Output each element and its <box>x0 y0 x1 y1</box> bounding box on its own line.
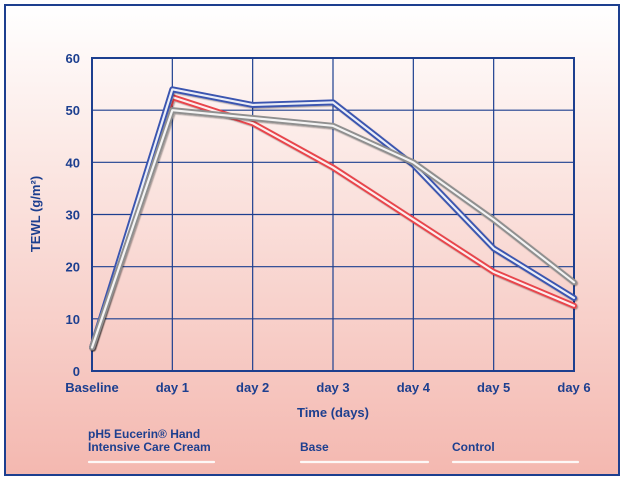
series-line-inner <box>90 109 576 349</box>
series-line-2 <box>89 86 577 351</box>
legend-label: Base <box>300 440 329 454</box>
legend-item-3: Control <box>450 440 581 465</box>
legend-label: Intensive Care Cream <box>88 440 211 454</box>
legend-label: Control <box>452 440 495 454</box>
x-axis-title: Time (days) <box>297 405 369 420</box>
x-tick-label: day 2 <box>236 380 269 395</box>
series-line-3 <box>89 107 577 351</box>
x-tick-label: day 5 <box>477 380 510 395</box>
legend-label: pH5 Eucerin® Hand <box>88 427 200 441</box>
x-tick-label: day 1 <box>156 380 189 395</box>
x-tick-label: day 3 <box>316 380 349 395</box>
x-tick-label: day 6 <box>557 380 590 395</box>
y-tick-label: 50 <box>66 103 80 118</box>
y-tick-labels: 0 10 20 30 40 50 60 <box>66 51 80 379</box>
series-line-inner <box>90 88 576 349</box>
y-tick-label: 0 <box>73 364 80 379</box>
x-tick-label: Baseline <box>65 380 118 395</box>
series-lines <box>89 86 577 351</box>
legend-item-2: Base <box>298 440 431 465</box>
y-tick-label: 10 <box>66 312 80 327</box>
y-tick-label: 60 <box>66 51 80 66</box>
y-tick-label: 40 <box>66 155 80 170</box>
y-tick-label: 30 <box>66 208 80 223</box>
x-tick-labels: Baseline day 1 day 2 day 3 day 4 day 5 day 6 <box>65 380 590 395</box>
y-axis-title: TEWL (g/m²) <box>28 176 43 252</box>
y-tick-label: 20 <box>66 260 80 275</box>
x-tick-label: day 4 <box>397 380 431 395</box>
